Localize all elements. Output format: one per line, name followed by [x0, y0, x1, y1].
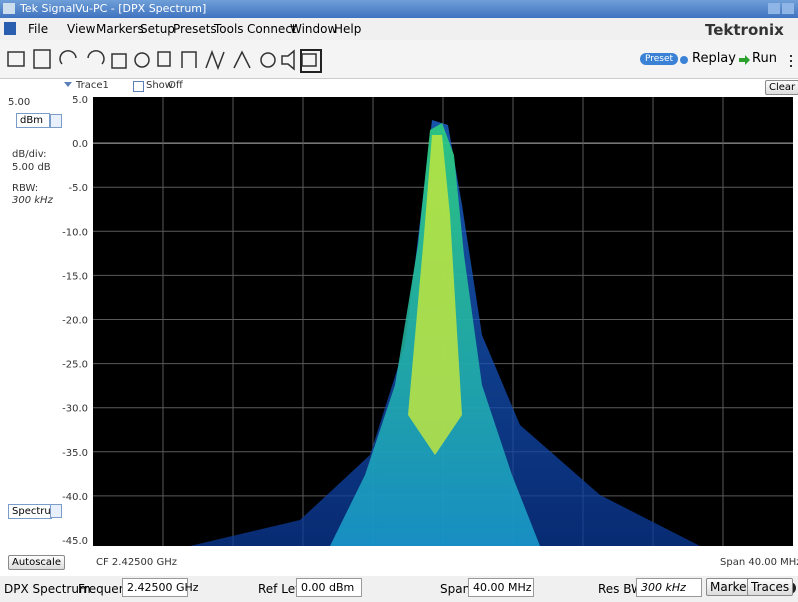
- window-min[interactable]: [768, 3, 780, 14]
- y-tick-label: -15.0: [62, 271, 88, 282]
- window-title: Tek SignalVu-PC - [DPX Spectrum]: [20, 2, 206, 15]
- field-value[interactable]: 40.00 MHz: [468, 578, 534, 597]
- span-label[interactable]: Span 40.00 MHz: [720, 557, 798, 568]
- menu-item[interactable]: Presets: [173, 22, 217, 36]
- spectrum-plot: 5.0 0.0 -5.0 -10.0 -15.0 -20.0 -25.0 -30.0 -35.0…: [0, 95, 798, 575]
- y-tick-label: -45.0: [62, 536, 88, 547]
- window-max[interactable]: [782, 3, 794, 14]
- menu-item[interactable]: Tools: [214, 22, 244, 36]
- y-tick-label: 5.0: [72, 95, 88, 106]
- app-icon: [3, 3, 15, 14]
- title-bar: Tek SignalVu-PC - [DPX Spectrum]: [0, 0, 798, 18]
- y-tick-label: -40.0: [62, 492, 88, 503]
- menu-item[interactable]: Setup: [140, 22, 175, 36]
- field-value[interactable]: 300 kHz: [636, 578, 702, 597]
- y-tick-label: -5.0: [68, 183, 88, 194]
- show-state: Off: [168, 80, 183, 91]
- status-button[interactable]: Traces: [747, 578, 793, 596]
- toolbar-icons: [6, 48, 326, 72]
- menu-item[interactable]: Markers: [96, 22, 144, 36]
- field-value[interactable]: 2.42500 GHz: [122, 578, 188, 597]
- show-checkbox[interactable]: [133, 81, 144, 92]
- y-tick-label: -10.0: [62, 227, 88, 238]
- run-button[interactable]: Run: [752, 51, 777, 66]
- menu-item[interactable]: Window: [290, 22, 337, 36]
- y-tick-label: -25.0: [62, 360, 88, 371]
- replay-button[interactable]: Replay: [692, 51, 736, 66]
- trace-name[interactable]: Trace1: [76, 80, 109, 91]
- menu-item[interactable]: Help: [334, 22, 361, 36]
- p-icon[interactable]: [300, 49, 322, 73]
- menu-item[interactable]: File: [28, 22, 48, 36]
- y-tick-label: 0.0: [72, 139, 88, 150]
- menu-icon: [4, 22, 16, 35]
- y-tick-label: -35.0: [62, 448, 88, 459]
- field-value[interactable]: 0.00 dBm: [296, 578, 362, 597]
- field-label: Span: [440, 582, 470, 596]
- clear-button[interactable]: Clear: [765, 80, 798, 95]
- center-freq[interactable]: CF 2.42500 GHz: [96, 557, 177, 568]
- y-tick-label: -20.0: [62, 316, 88, 327]
- menu-item[interactable]: View: [67, 22, 95, 36]
- brand: Tektronix: [705, 21, 784, 39]
- app-window: Tek SignalVu-PC - [DPX Spectrum] Tektron…: [0, 0, 798, 602]
- replay-dot: [680, 56, 688, 64]
- toolbar: Preset Replay Run: [0, 40, 798, 79]
- preset-button[interactable]: Preset: [640, 53, 678, 65]
- trace-arrow: [64, 82, 72, 87]
- y-tick-label: -30.0: [62, 404, 88, 415]
